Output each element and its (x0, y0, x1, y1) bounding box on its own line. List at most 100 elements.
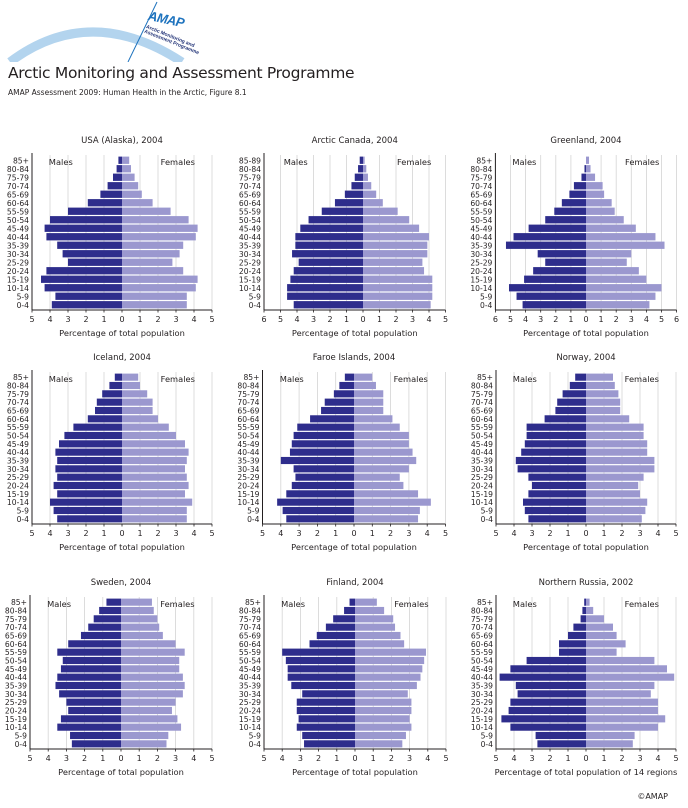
legend-males: Males (513, 374, 537, 384)
x-tick-label: 5 (443, 754, 448, 763)
chart-title: Finland, 2004 (326, 578, 383, 588)
age-group-label: 10-14 (239, 723, 261, 732)
age-group-label: 35-39 (7, 241, 29, 250)
age-group-label: 0-4 (249, 301, 262, 310)
bar-females (586, 631, 617, 640)
bar-females (122, 465, 185, 473)
x-tick-label: 4 (426, 315, 431, 324)
age-group-label: 5-9 (15, 732, 28, 741)
bar-males (285, 656, 355, 665)
x-axis-label: Percentage of total population (291, 542, 417, 552)
x-tick-label: 5 (29, 315, 34, 324)
x-tick-label: 3 (637, 754, 642, 763)
x-tick-label: 4 (46, 754, 51, 763)
bar-males (308, 216, 363, 224)
bar-females (586, 267, 639, 275)
bar-females (122, 381, 140, 390)
x-tick-label: 1 (344, 315, 349, 324)
legend-females: Females (394, 599, 428, 609)
x-tick-label: 1 (101, 529, 106, 538)
chart-title: Northern Russia, 2002 (539, 578, 634, 588)
bar-males (528, 515, 586, 523)
legend-females: Females (625, 599, 659, 609)
chart-title: Faroe Islands, 2004 (313, 353, 396, 363)
bar-females (586, 506, 646, 515)
bar-males (524, 506, 586, 515)
bar-females (586, 165, 591, 173)
bar-males (114, 373, 122, 381)
bar-males (297, 423, 354, 431)
x-tick-label: 2 (388, 529, 393, 538)
age-group-label: 30-34 (471, 465, 493, 474)
bar-females (121, 690, 183, 698)
bar-males (515, 681, 586, 690)
bar-females (586, 456, 655, 465)
x-tick-label: 2 (619, 754, 624, 763)
bar-females (586, 381, 615, 390)
bar-males (66, 698, 121, 706)
age-group-label: 20-24 (237, 482, 259, 491)
x-tick-label: 2 (614, 315, 619, 324)
bar-males (68, 258, 122, 266)
legend-females: Females (397, 157, 431, 167)
age-group-label: 25-29 (239, 698, 261, 707)
bar-females (122, 199, 153, 207)
x-tick-label: 5 (260, 529, 265, 538)
chart-title: Iceland, 2004 (93, 353, 151, 363)
bar-females (363, 156, 365, 164)
age-group-label: 0-4 (17, 301, 30, 310)
bar-males (554, 207, 586, 215)
bar-males (93, 615, 121, 623)
bar-males (510, 665, 586, 673)
bar-females (363, 250, 428, 258)
bar-females (122, 490, 185, 498)
x-tick-label: 4 (511, 529, 516, 538)
age-group-label: 60-64 (471, 415, 493, 424)
pyramid-chart: Greenland, 200485+80-8475-7970-7465-6960… (470, 136, 679, 338)
x-tick-label: 0 (119, 529, 124, 538)
bar-males (293, 301, 363, 309)
bar-females (122, 182, 139, 190)
bar-males (510, 723, 586, 731)
bar-females (122, 173, 135, 181)
bar-females (354, 473, 400, 481)
age-group-label: 70-74 (470, 182, 492, 191)
bar-females (586, 465, 655, 473)
x-tick-label: 1 (137, 529, 142, 538)
x-tick-label: 4 (294, 315, 299, 324)
x-tick-label: 0 (352, 754, 357, 763)
age-group-label: 80-84 (471, 607, 493, 616)
x-tick-label: 1 (137, 315, 142, 324)
bar-males (359, 156, 363, 164)
bar-males (516, 292, 586, 300)
bar-females (586, 673, 675, 681)
x-tick-label: 0 (119, 315, 124, 324)
age-group-label: 60-64 (239, 199, 261, 208)
legend-males: Males (281, 599, 305, 609)
age-group-label: 0-4 (249, 740, 262, 749)
age-group-label: 0-4 (247, 515, 260, 524)
bar-females (586, 224, 636, 232)
bar-males (295, 241, 363, 249)
bar-females (355, 656, 425, 665)
bar-females (122, 258, 173, 266)
bar-males (298, 258, 363, 266)
bar-females (586, 606, 594, 615)
bar-males (57, 241, 123, 249)
x-tick-label: 2 (83, 315, 88, 324)
bar-females (363, 301, 431, 309)
bar-females (363, 224, 420, 232)
bar-males (528, 473, 586, 481)
bar-females (355, 673, 421, 681)
age-group-label: 10-14 (471, 723, 493, 732)
bar-males (298, 715, 355, 723)
bar-males (333, 390, 354, 398)
x-tick-label: 3 (64, 754, 69, 763)
bar-females (586, 423, 644, 431)
legend-males: Males (284, 157, 308, 167)
bar-males (293, 465, 354, 473)
bar-males (557, 398, 586, 406)
bar-females (363, 233, 429, 241)
age-group-label: 50-54 (470, 216, 492, 225)
age-group-label: 5-9 (480, 292, 493, 301)
